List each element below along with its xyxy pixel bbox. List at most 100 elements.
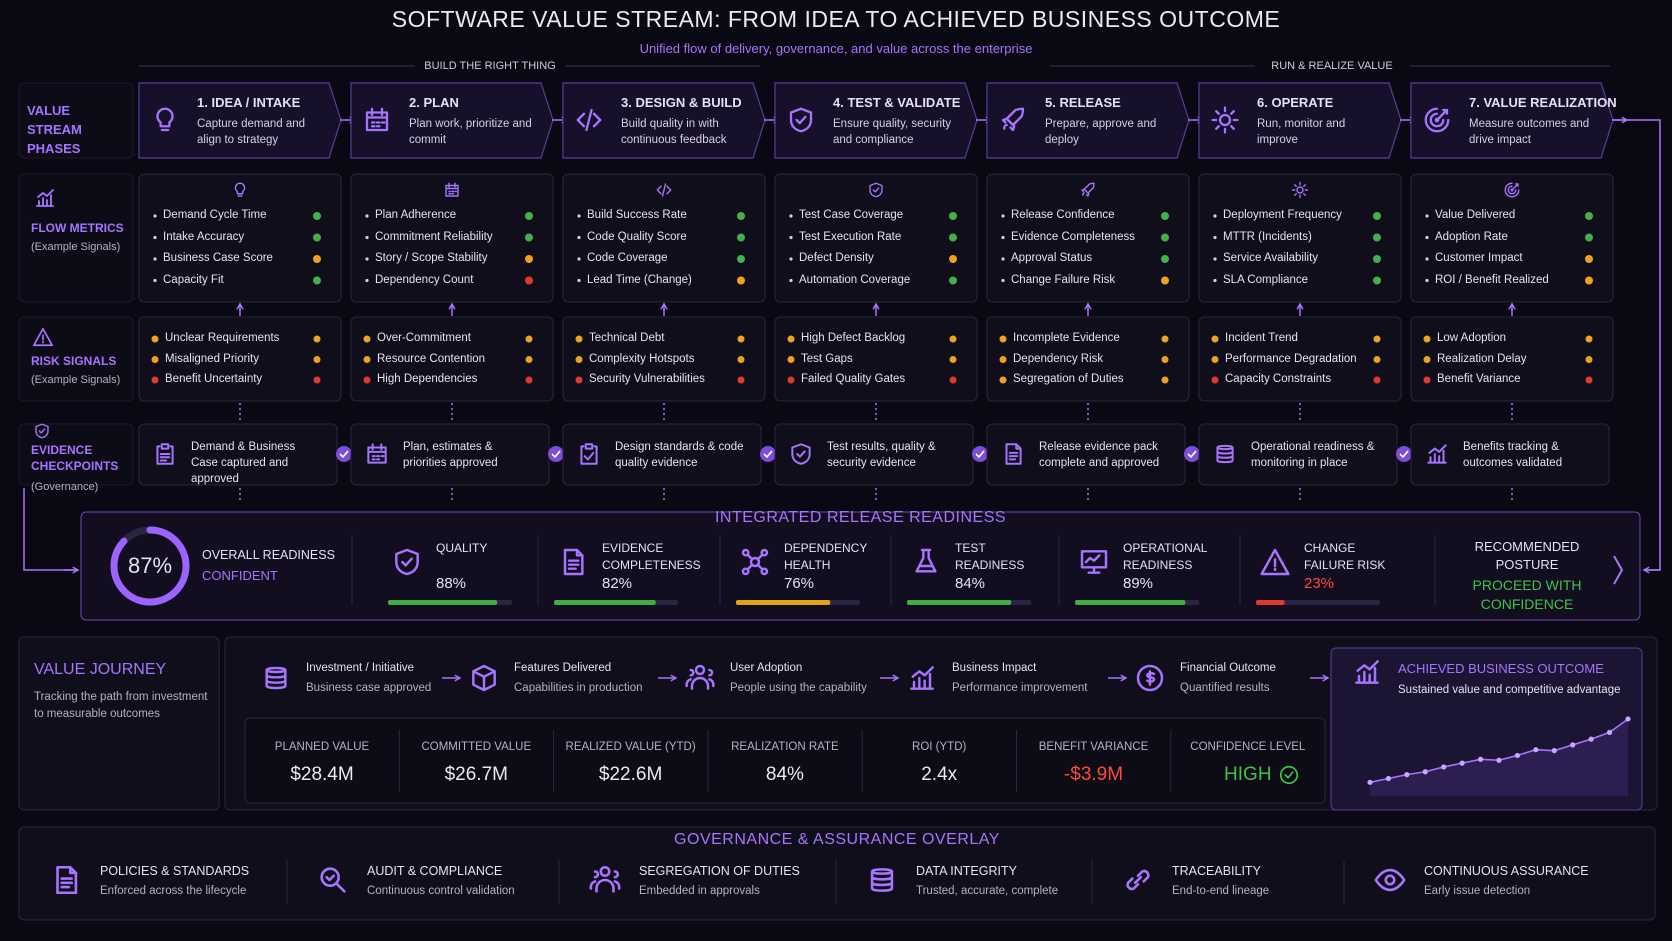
readiness-metric-name: OPERATIONAL READINESS [1123, 541, 1208, 572]
row-label-panel [18, 82, 134, 159]
icon [36, 189, 54, 207]
status-dot [949, 255, 957, 263]
status-dot [313, 376, 321, 384]
bullet [1213, 214, 1217, 218]
phase-description: Prepare, approve and deploy [1045, 118, 1157, 146]
checkpoint-tick [1187, 450, 1197, 459]
icon [656, 183, 672, 197]
trend-point [1367, 779, 1373, 785]
metric-name: Adoption Rate [1435, 230, 1508, 243]
journey-step-title: Financial Outcome [1180, 662, 1276, 674]
risk-name: Capacity Constraints [1225, 373, 1332, 385]
risk-card [138, 316, 342, 402]
status-dot [737, 255, 745, 263]
bullet [575, 376, 583, 384]
icon [685, 664, 715, 690]
status-dot [949, 335, 957, 343]
stat-value: 2.4x [921, 764, 958, 785]
readiness-metric-value: 89% [1123, 575, 1154, 592]
status-dot [525, 233, 533, 242]
metric-name: Defect Density [799, 252, 874, 264]
metric-name: Test Execution Rate [799, 230, 902, 243]
icon [915, 548, 937, 573]
bullet [363, 356, 371, 363]
checkpoint-tick [339, 450, 349, 459]
row-label: VALUE STREAM PHASES [27, 103, 82, 156]
trend-point [1404, 772, 1410, 778]
trend-area [1370, 718, 1628, 796]
risk-name: Failed Quality Gates [801, 373, 906, 385]
status-dot [737, 356, 745, 363]
bullet [363, 335, 371, 343]
status-dot [1373, 233, 1381, 242]
bullet [789, 257, 793, 261]
icon [563, 548, 584, 576]
status-dot [1373, 335, 1381, 343]
icon [265, 666, 287, 690]
status-dot [949, 356, 957, 363]
outcome-panel [1330, 647, 1643, 811]
icon [320, 867, 346, 893]
metric-name: Intake Accuracy [163, 230, 245, 243]
phase-title: 6. OPERATE [1257, 95, 1334, 110]
risk-name: Complexity Hotspots [589, 352, 695, 365]
status-dot [1161, 212, 1169, 220]
stats-panel [244, 717, 1326, 804]
bullet [787, 356, 795, 363]
row-label-panel [18, 173, 134, 303]
trend-point [1551, 748, 1557, 754]
icon [791, 443, 811, 465]
governance-item-title: POLICIES & STANDARDS [100, 864, 250, 878]
status-dot [737, 335, 745, 343]
readiness-metric-value: 84% [955, 575, 986, 592]
metric-name: ROI / Benefit Realized [1435, 273, 1549, 286]
overall-title: OVERALL READINESS [202, 548, 335, 562]
phase-chevron [350, 82, 554, 159]
bullet [153, 278, 157, 283]
metric-name: Commitment Reliability [375, 230, 493, 243]
overall-status: CONFIDENT [202, 568, 278, 583]
stat-label: ROI (YTD) [912, 741, 967, 753]
bullet [577, 235, 581, 240]
bullet [1001, 214, 1005, 218]
governance-item-subtitle: Continuous control validation [367, 885, 515, 897]
bullet [151, 356, 159, 363]
stat-label: REALIZED VALUE (YTD) [565, 741, 696, 753]
chevron [1613, 555, 1624, 585]
checkpoint [760, 446, 776, 462]
phase-chevron [774, 82, 978, 159]
bullet [577, 257, 581, 261]
trend-point [1514, 752, 1521, 759]
status-dot [949, 276, 957, 285]
journey-step-title: Features Delivered [514, 662, 612, 674]
governance-title: GOVERNANCE & ASSURANCE OVERLAY [674, 831, 1000, 848]
icon [1126, 869, 1150, 891]
bullet [153, 235, 157, 240]
checkpoint [336, 446, 352, 462]
evidence-text: Demand & Business Case captured and appr… [191, 441, 296, 485]
risk-name: Test Gaps [801, 352, 853, 365]
band-label: RUN & REALIZE VALUE [1271, 60, 1393, 72]
metric-name: Story / Scope Stability [375, 252, 488, 264]
stat-label: PLANNED VALUE [274, 741, 370, 753]
phase-description: Measure outcomes and drive impact [1469, 118, 1590, 146]
bullet [1211, 376, 1219, 384]
readiness-metric-value: 82% [602, 575, 633, 592]
bullet [365, 235, 369, 240]
status-dot [525, 356, 533, 363]
icon [56, 865, 78, 895]
icon [789, 107, 813, 133]
page-subtitle: Unified flow of delivery, governance, an… [639, 41, 1033, 56]
arrow-head [892, 674, 900, 682]
evidence-text: Release evidence pack complete and appro… [1039, 441, 1160, 469]
outcome-subtitle: Sustained value and competitive advantag… [1398, 684, 1621, 696]
status-dot [313, 255, 321, 263]
stat-value: -$3.9M [1063, 764, 1124, 785]
bullet [999, 356, 1007, 363]
readiness-metric-value: 23% [1304, 575, 1335, 592]
bullet [363, 376, 371, 384]
checkpoint [548, 446, 564, 462]
bullet [151, 376, 159, 384]
checkpoint [1396, 446, 1412, 462]
